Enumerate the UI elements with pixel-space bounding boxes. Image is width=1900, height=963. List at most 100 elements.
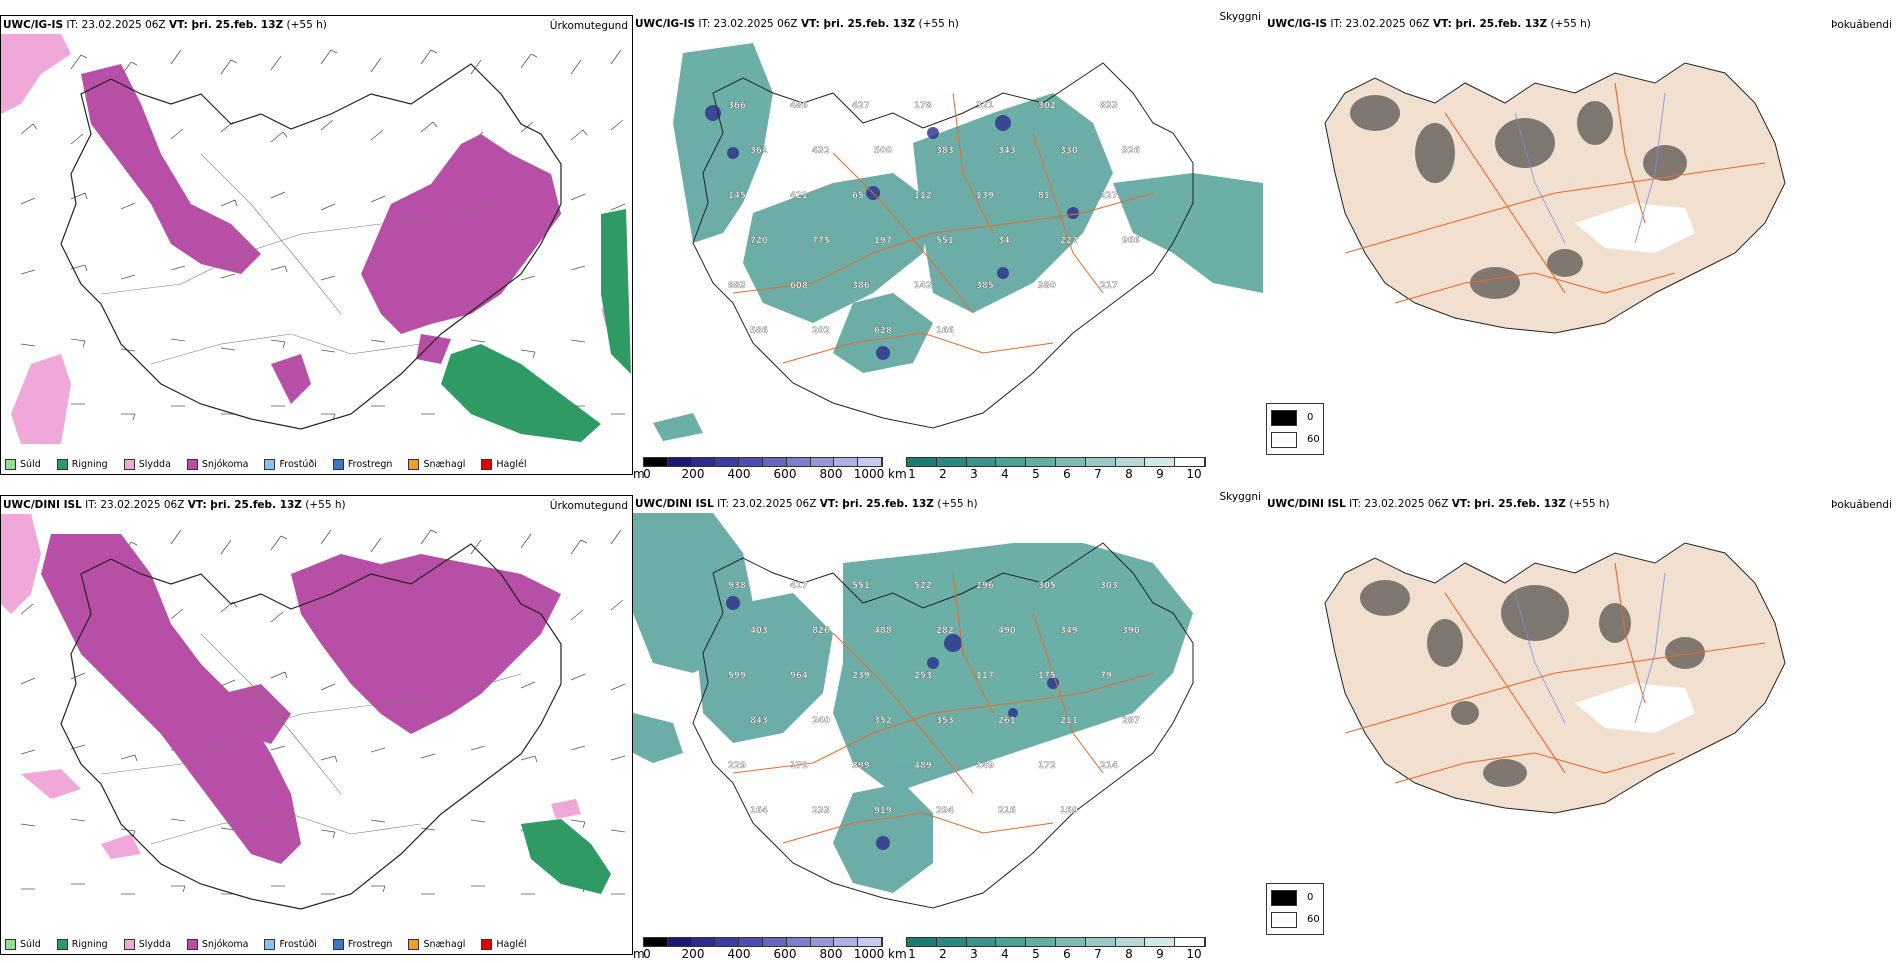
ceiling-value-label: 117 <box>976 671 994 681</box>
ceiling-tick: 400 <box>727 947 751 961</box>
visibility-unit: km <box>888 467 907 481</box>
cloud-legend-white-label: 60 <box>1307 434 1320 445</box>
visibility-tick: 4 <box>1001 947 1009 961</box>
ceiling-value-label: 175 <box>1038 671 1056 681</box>
ceiling-colorbar-strip <box>643 457 883 467</box>
ceiling-value-label: 294 <box>936 806 954 816</box>
visibility-tick: 2 <box>939 947 947 961</box>
ceiling-value-label: 227 <box>1100 191 1118 201</box>
ceiling-tick: 600 <box>773 947 797 961</box>
ceiling-tick: 0 <box>643 467 651 481</box>
ceiling-value-label: 489 <box>914 761 932 771</box>
visibility-tick: 5 <box>1032 947 1040 961</box>
ceiling-value-label: 390 <box>1122 626 1140 636</box>
visibility-tick: 7 <box>1094 467 1102 481</box>
ceiling-tick: 600 <box>773 467 797 481</box>
legend-item: Frostregn <box>332 939 392 950</box>
ceiling-value-label: 253 <box>914 671 932 681</box>
ceiling-value-label: 586 <box>750 326 768 336</box>
snow-areas <box>41 534 561 864</box>
ceiling-value-label: 919 <box>874 806 892 816</box>
model-name: UWC/IG-IS <box>635 18 696 30</box>
ceiling-value-label: 421 <box>790 191 808 201</box>
ceiling-value-label: 343 <box>998 146 1016 156</box>
legend-item: Snæhagl <box>408 939 465 950</box>
cloud-legend-white-label: 60 <box>1307 914 1320 925</box>
ceiling-value-label: 239 <box>852 671 870 681</box>
ceiling-tick: 800 <box>819 947 843 961</box>
visibility-tick: 5 <box>1032 467 1040 481</box>
ceiling-value-label: 197 <box>874 236 892 246</box>
legend-item: Súld <box>5 459 41 470</box>
cloud-legend-black-label: 0 <box>1307 412 1314 423</box>
ceiling-value-label: 826 <box>812 626 830 636</box>
ceiling-value-label: 233 <box>812 806 830 816</box>
ceiling-value-label: 486 <box>790 101 808 111</box>
ceiling-value-label: 386 <box>852 281 870 291</box>
visibility-tick: 7 <box>1094 947 1102 961</box>
fog-panel: UWC/DINI ISL IT: 23.02.2025 06Z VT: þri.… <box>1265 495 1900 955</box>
ceiling-colorbar-strip <box>643 937 883 947</box>
visibility-tick: 10 <box>1186 947 1202 961</box>
ceiling-value-label: 380 <box>1038 281 1056 291</box>
ceiling-value-label: 403 <box>750 626 768 636</box>
cloud-legend-black <box>1271 410 1297 426</box>
legend-item: Súld <box>5 939 41 950</box>
ceiling-value-label: 432 <box>812 146 830 156</box>
ceiling-value-label: 490 <box>998 626 1016 636</box>
sleet-areas <box>1 514 581 859</box>
cloud-legend-white <box>1271 432 1297 448</box>
ceiling-unit: m <box>633 467 645 481</box>
precip-map <box>1 34 631 444</box>
ceiling-value-label: 287 <box>1122 716 1140 726</box>
ceiling-value-label: 217 <box>1100 281 1118 291</box>
ceiling-value-label: 361 <box>750 146 768 156</box>
iceland-outline <box>692 62 1194 429</box>
visibility-colorbar: km 1 2 3 4 5 6 7 8 9 10 <box>888 937 1218 963</box>
low-ceiling-spots <box>726 596 1059 850</box>
ceiling-value-label: 303 <box>1100 581 1118 591</box>
model-name: UWC/DINI ISL <box>1267 498 1346 510</box>
visibility-tick: 4 <box>1001 467 1009 481</box>
ceiling-value-label: 500 <box>874 146 892 156</box>
roads <box>100 633 522 845</box>
legend-item: Haglél <box>481 939 527 950</box>
ceiling-labels: 366 486 427 178 321 302 833 361 432 500 383 343 330 3… <box>728 101 1140 336</box>
fog-map <box>1324 62 1786 334</box>
ceiling-value-label: 385 <box>976 281 994 291</box>
legend-item: Frostúði <box>264 939 317 950</box>
ceiling-value-label: 599 <box>728 671 746 681</box>
visibility-tick: 1 <box>908 947 916 961</box>
ceiling-tick: 200 <box>681 467 705 481</box>
ceiling-value-label: 427 <box>852 101 870 111</box>
rivers <box>1514 92 1666 244</box>
panel-title: Skyggni <box>1219 11 1262 23</box>
ceiling-labels: 938 417 551 522 296 305 303 403 826 488 282 490 349 3… <box>728 581 1140 816</box>
panel-header: UWC/DINI ISL IT: 23.02.2025 06Z VT: þri.… <box>1267 498 1610 510</box>
ceiling-value-label: 202 <box>812 326 830 336</box>
panel-title: Þokuábendi <box>1831 499 1892 511</box>
fog-map <box>1324 542 1786 814</box>
visibility-map: 366 486 427 178 321 302 833 361 432 500 383 343 330 3… <box>653 43 1263 441</box>
ceiling-value-label: 261 <box>998 716 1016 726</box>
visibility-map: 938 417 551 522 296 305 303 403 826 488 282 490 349 3… <box>633 513 1194 909</box>
visibility-tick: 6 <box>1063 947 1071 961</box>
vt-label: VT: þri. 25.feb. 13Z <box>168 19 284 31</box>
ceiling-value-label: 145 <box>728 191 746 201</box>
visibility-tick: 2 <box>939 467 947 481</box>
ceiling-value-label: 302 <box>1038 101 1056 111</box>
precip-map <box>1 514 626 910</box>
fog-shading <box>1350 95 1687 299</box>
ceiling-value-label: 551 <box>852 581 870 591</box>
precip-type-panel: UWC/DINI ISL IT: 23.02.2025 06Z VT: þri.… <box>0 495 633 955</box>
ceiling-value-label: 321 <box>976 101 994 111</box>
ceiling-value-label: 65 <box>852 191 864 201</box>
cloud-legend: 0 60 <box>1266 883 1324 935</box>
ceiling-value-label: 352 <box>874 716 892 726</box>
ceiling-value-label: 214 <box>1100 761 1118 771</box>
ceiling-value-label: 353 <box>936 716 954 726</box>
roads <box>1344 562 1766 784</box>
ceiling-value-label: 775 <box>812 236 830 246</box>
rain-areas <box>521 819 611 894</box>
ceiling-colorbar: m 0 200 400 600 800 1000 <box>633 937 884 963</box>
